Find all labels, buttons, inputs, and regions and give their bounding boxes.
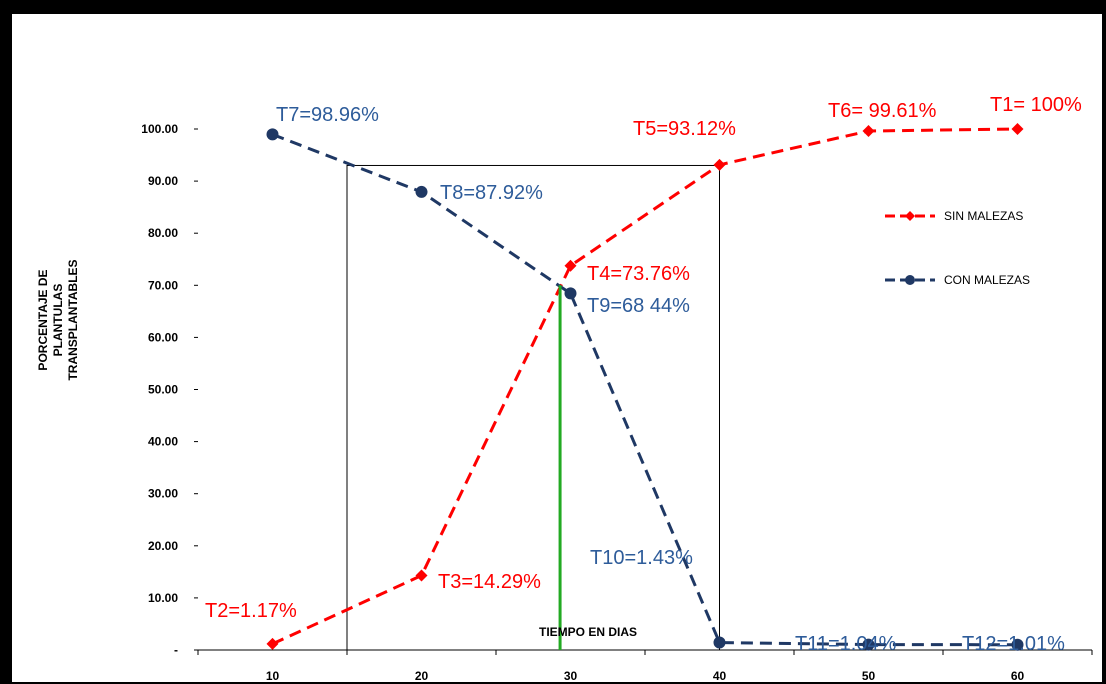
data-label: T10=1.43% bbox=[590, 547, 693, 569]
y-tick-label: - bbox=[174, 643, 178, 657]
y-axis-label-line: TRANSPLANTABLES bbox=[66, 259, 80, 380]
y-axis-label-group: PORCENTAJE DE PLANTULAS TRANSPLANTABLES bbox=[36, 259, 80, 380]
series-line-1 bbox=[271, 127, 1018, 646]
data-point bbox=[266, 128, 279, 141]
y-axis-label-line: PLANTULAS bbox=[51, 284, 65, 357]
legend-swatch-marker bbox=[905, 275, 915, 285]
data-label: T8=87.92% bbox=[440, 182, 543, 204]
y-tick-label: 50.00 bbox=[148, 383, 178, 397]
y-axis-label: PORCENTAJE DE PLANTULAS TRANSPLANTABLES bbox=[36, 259, 80, 380]
y-tick-label: 80.00 bbox=[148, 226, 178, 240]
data-point bbox=[266, 637, 279, 650]
axes: 10 20 30 40 50 60 - 10.00 20.00 30.00 40.00 50.00 60… bbox=[141, 122, 1093, 683]
y-tick-label: 70.00 bbox=[148, 278, 178, 292]
y-tick-label: 60.00 bbox=[148, 330, 178, 344]
data-point bbox=[862, 638, 875, 651]
data-label: T7=98.96% bbox=[276, 104, 379, 126]
y-tick-label: 90.00 bbox=[148, 174, 178, 188]
legend-swatch-marker bbox=[905, 211, 915, 221]
box-rect bbox=[346, 164, 720, 651]
legend-label: CON MALEZAS bbox=[944, 273, 1030, 287]
data-label: T11=1.04% bbox=[795, 633, 897, 655]
y-tick-label: 100.00 bbox=[141, 122, 178, 136]
data-point bbox=[415, 569, 428, 582]
y-tick-label: 30.00 bbox=[148, 487, 178, 501]
x-tick-label: 50 bbox=[862, 669, 876, 683]
y-axis-label-line: PORCENTAJE DE bbox=[36, 269, 50, 370]
legend-label: SIN MALEZAS bbox=[944, 209, 1023, 223]
x-axis-label: TIEMPO EN DIAS bbox=[539, 625, 637, 639]
annotations-layer: T2=1.17% T3=14.29% T4=73.76% T5=93.12% T6= 9… bbox=[205, 94, 1082, 655]
data-point bbox=[862, 125, 875, 138]
data-point bbox=[1011, 123, 1024, 135]
y-tick-label: 10.00 bbox=[148, 591, 178, 605]
data-label: T2=1.17% bbox=[205, 600, 297, 622]
rectangle-overlay bbox=[346, 164, 720, 651]
legend: SIN MALEZAS CON MALEZAS bbox=[885, 209, 1030, 287]
data-label: T3=14.29% bbox=[438, 571, 541, 593]
x-tick-label: 30 bbox=[564, 669, 578, 683]
y-tick-label: 20.00 bbox=[148, 539, 178, 553]
data-label: T5=93.12% bbox=[633, 118, 736, 140]
data-point bbox=[415, 185, 428, 198]
data-point bbox=[564, 287, 577, 300]
data-point bbox=[1011, 638, 1024, 651]
x-tick-label: 10 bbox=[266, 669, 280, 683]
data-label: T4=73.76% bbox=[587, 263, 690, 285]
x-tick-label: 40 bbox=[713, 669, 727, 683]
x-tick-label: 20 bbox=[415, 669, 429, 683]
data-point bbox=[713, 158, 726, 171]
data-label: T9=68 44% bbox=[587, 295, 690, 317]
series-layer bbox=[266, 123, 1024, 651]
data-label: T1= 100% bbox=[990, 94, 1082, 116]
data-label: T6= 99.61% bbox=[828, 100, 937, 122]
y-tick-label: 40.00 bbox=[148, 435, 178, 449]
data-point bbox=[713, 636, 726, 649]
data-label: T12=1.01% bbox=[962, 633, 1065, 655]
series-line-2 bbox=[271, 133, 1018, 647]
x-tick-label: 60 bbox=[1011, 669, 1025, 683]
data-point bbox=[564, 259, 577, 272]
